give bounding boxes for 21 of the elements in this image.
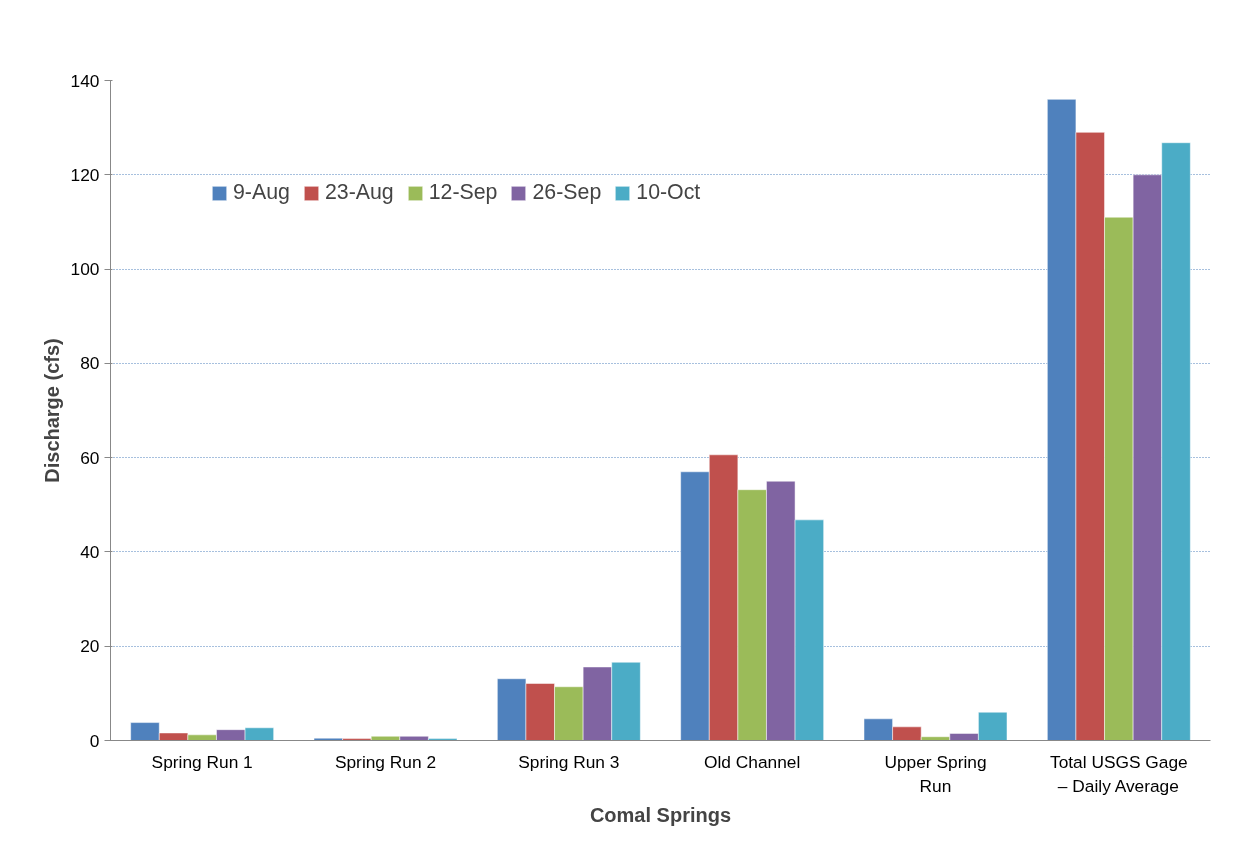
y-tick-label: 100 — [70, 259, 100, 280]
y-tick-label: 140 — [70, 70, 100, 91]
legend-label: 10-Oct — [636, 180, 701, 205]
legend-label: 26-Sep — [532, 180, 602, 205]
y-tick-label: 80 — [80, 353, 100, 374]
x-tick-label: Total USGS Gage – Daily Average — [1049, 751, 1188, 796]
x-tick-label: Spring Run 1 — [151, 751, 253, 772]
legend-label: 12-Sep — [428, 180, 498, 205]
y-tick-label: 40 — [80, 541, 100, 562]
y-tick-label: 60 — [80, 447, 100, 468]
x-tick-label: Spring Run 2 — [334, 751, 437, 772]
x-tick-label: Spring Run 3 — [518, 751, 620, 772]
y-axis-title: Discharge (cfs) — [40, 338, 63, 483]
y-tick-label: 120 — [70, 164, 100, 185]
legend-label: 9-Aug — [233, 180, 290, 205]
x-tick-label: Upper Spring Run — [884, 751, 987, 796]
y-tick-label: 0 — [89, 730, 100, 751]
y-tick-label: 20 — [80, 636, 100, 657]
legend-label: 23-Aug — [324, 180, 394, 205]
x-tick-label: Old Channel — [704, 751, 801, 772]
x-axis-title: Comal Springs — [589, 803, 732, 826]
